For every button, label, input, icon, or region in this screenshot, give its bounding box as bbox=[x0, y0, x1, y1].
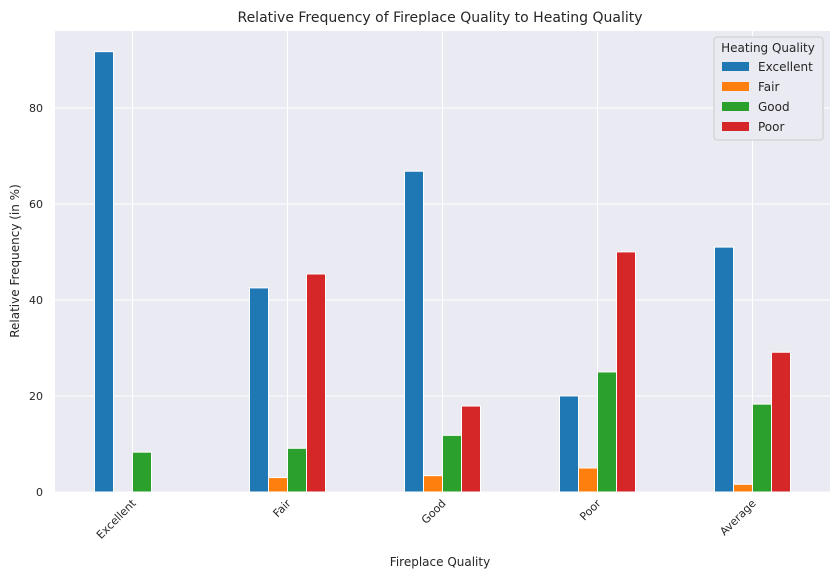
legend-title: Heating Quality bbox=[721, 41, 815, 55]
y-tick-label: 0 bbox=[36, 486, 43, 499]
bar-fair-poor bbox=[578, 467, 598, 493]
bar-fair-average bbox=[733, 483, 753, 493]
y-tick-label: 40 bbox=[29, 294, 43, 307]
legend-label-fair: Fair bbox=[758, 80, 779, 94]
x-tick-labels: Excellent Fair Good Poor Average bbox=[94, 496, 759, 541]
legend-swatch-poor bbox=[722, 122, 749, 131]
y-tick-label: 20 bbox=[29, 390, 43, 403]
bar-good-fair bbox=[287, 447, 307, 493]
bar-excellent-excellent bbox=[94, 51, 114, 493]
bar-good-excellent bbox=[132, 451, 152, 493]
legend-entries: Excellent Fair Good Poor bbox=[722, 60, 813, 134]
y-tick-label: 60 bbox=[29, 198, 43, 211]
bar-poor-average bbox=[771, 351, 791, 493]
legend-swatch-good bbox=[722, 102, 749, 111]
bar-poor-poor bbox=[616, 251, 636, 493]
bar-excellent-good bbox=[404, 170, 424, 493]
legend-label-excellent: Excellent bbox=[758, 60, 813, 74]
x-axis-label: Fireplace Quality bbox=[390, 555, 490, 569]
bar-poor-fair bbox=[306, 273, 326, 493]
chart-title: Relative Frequency of Fireplace Quality … bbox=[237, 10, 642, 26]
bar-fair-good bbox=[423, 475, 443, 493]
legend: Heating Quality Excellent Fair Good Poor bbox=[713, 36, 824, 141]
bar-poor-good bbox=[461, 405, 481, 493]
bar-excellent-average bbox=[714, 246, 734, 493]
x-tick-label: Average bbox=[717, 497, 758, 538]
bar-fair-fair bbox=[268, 477, 288, 493]
y-axis-label: Relative Frequency (in %) bbox=[8, 184, 22, 338]
bar-good-good bbox=[442, 434, 462, 493]
bar-excellent-poor bbox=[559, 395, 579, 493]
legend-label-poor: Poor bbox=[758, 120, 784, 134]
y-tick-labels: 0 20 40 60 80 bbox=[29, 102, 43, 499]
x-tick-label: Good bbox=[419, 497, 449, 527]
legend-swatch-excellent bbox=[722, 62, 749, 71]
bar-excellent-fair bbox=[249, 287, 269, 493]
legend-swatch-fair bbox=[722, 82, 749, 91]
legend-label-good: Good bbox=[758, 100, 790, 114]
y-tick-label: 80 bbox=[29, 102, 43, 115]
bar-good-average bbox=[752, 403, 772, 493]
x-tick-label: Poor bbox=[577, 497, 604, 524]
bars bbox=[94, 51, 791, 493]
bar-good-poor bbox=[597, 371, 617, 493]
x-tick-label: Excellent bbox=[94, 496, 139, 541]
x-tick-label: Fair bbox=[271, 497, 294, 520]
